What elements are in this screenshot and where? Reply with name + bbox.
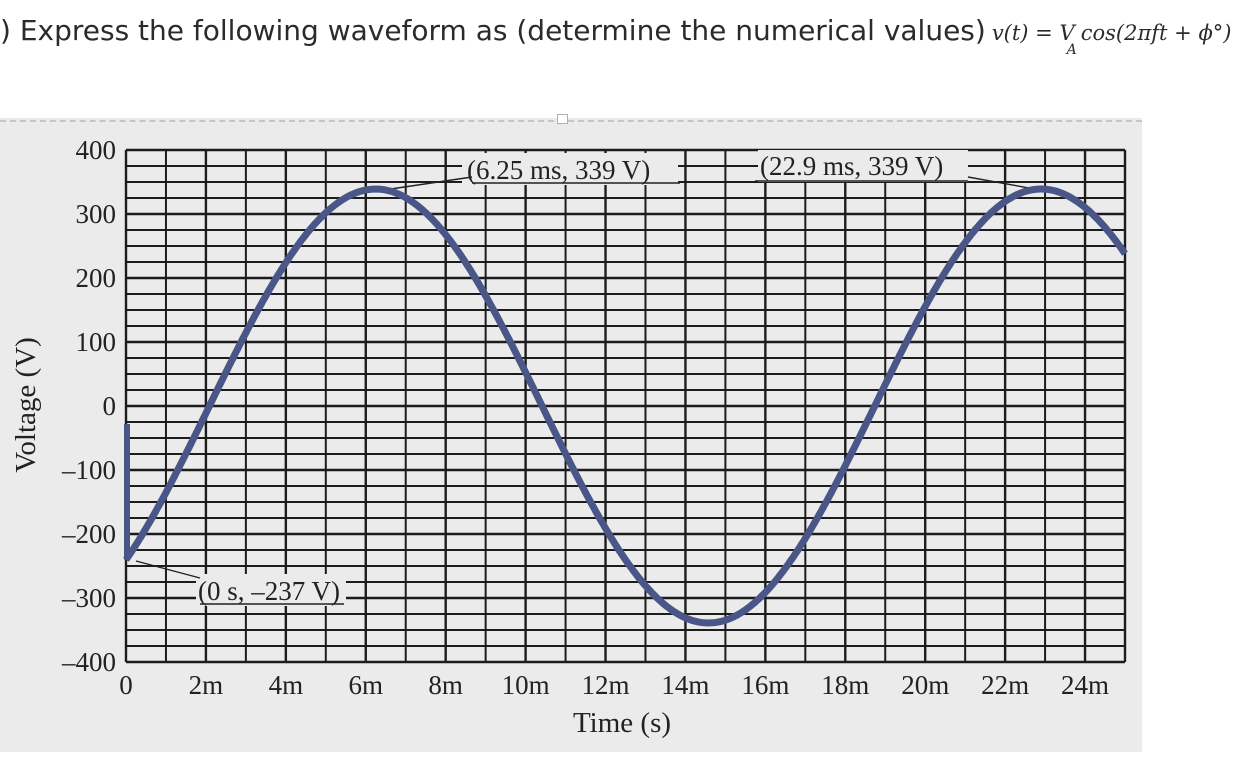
waveform-line [123, 185, 1128, 627]
formula-rhs: cos(2πft + ϕ°) [1080, 21, 1232, 45]
x-tick-label: 0 [119, 670, 133, 700]
x-tick-label: 14m [661, 670, 709, 700]
y-tick-label: 300 [76, 199, 117, 229]
x-tick-label: 6m [349, 670, 384, 700]
selection-border [0, 120, 1142, 122]
question-prompt: ) Express the following waveform as (det… [0, 14, 986, 47]
annotation-bg-3 [196, 574, 346, 606]
annotation-peak-1: (6.25 ms, 339 V) [467, 155, 650, 185]
grid-horizontal [126, 148, 1125, 664]
y-tick-label: 100 [76, 327, 117, 357]
y-tick-label: 200 [76, 263, 117, 293]
formula-subscript: A [1066, 42, 1077, 58]
x-tick-label: 20m [901, 670, 949, 700]
question-text: ) Express the following waveform as (det… [0, 14, 1232, 58]
y-tick-label: –400 [61, 647, 116, 677]
x-tick-label: 16m [741, 670, 789, 700]
annotation-peak-2: (22.9 ms, 339 V) [760, 151, 943, 181]
y-axis-label: Voltage (V) [10, 337, 42, 473]
annotation-bg-1 [462, 153, 678, 185]
annotation-bg-2 [758, 150, 968, 182]
x-tick-label: 24m [1061, 670, 1109, 700]
formula-lhs: v(t) = V [991, 21, 1075, 45]
y-tick-label: –100 [61, 455, 116, 485]
y-tick-label: 0 [103, 391, 117, 421]
annotation-start: (0 s, –237 V) [198, 576, 340, 606]
annotation-backgrounds [196, 150, 968, 606]
leader-1-arrow [383, 176, 473, 191]
x-tick-label: 2m [189, 670, 224, 700]
x-tick-label: 18m [821, 670, 869, 700]
annotation-leaders [135, 176, 1041, 605]
y-tick-label: 400 [76, 135, 117, 165]
x-tick-label: 10m [502, 670, 550, 700]
waveform-formula: v(t) = VAcos(2πft + ϕ°) [991, 21, 1232, 58]
x-tick-label: 22m [981, 670, 1029, 700]
leader-3-arrow [135, 560, 201, 579]
x-tick-label: 8m [428, 670, 463, 700]
y-tick-label: –300 [61, 583, 116, 613]
x-tick-label: 4m [269, 670, 304, 700]
y-tick-label: –200 [61, 519, 116, 549]
x-tick-label: 12m [582, 670, 630, 700]
resize-handle[interactable] [557, 114, 568, 124]
x-axis-label: Time (s) [573, 707, 671, 739]
